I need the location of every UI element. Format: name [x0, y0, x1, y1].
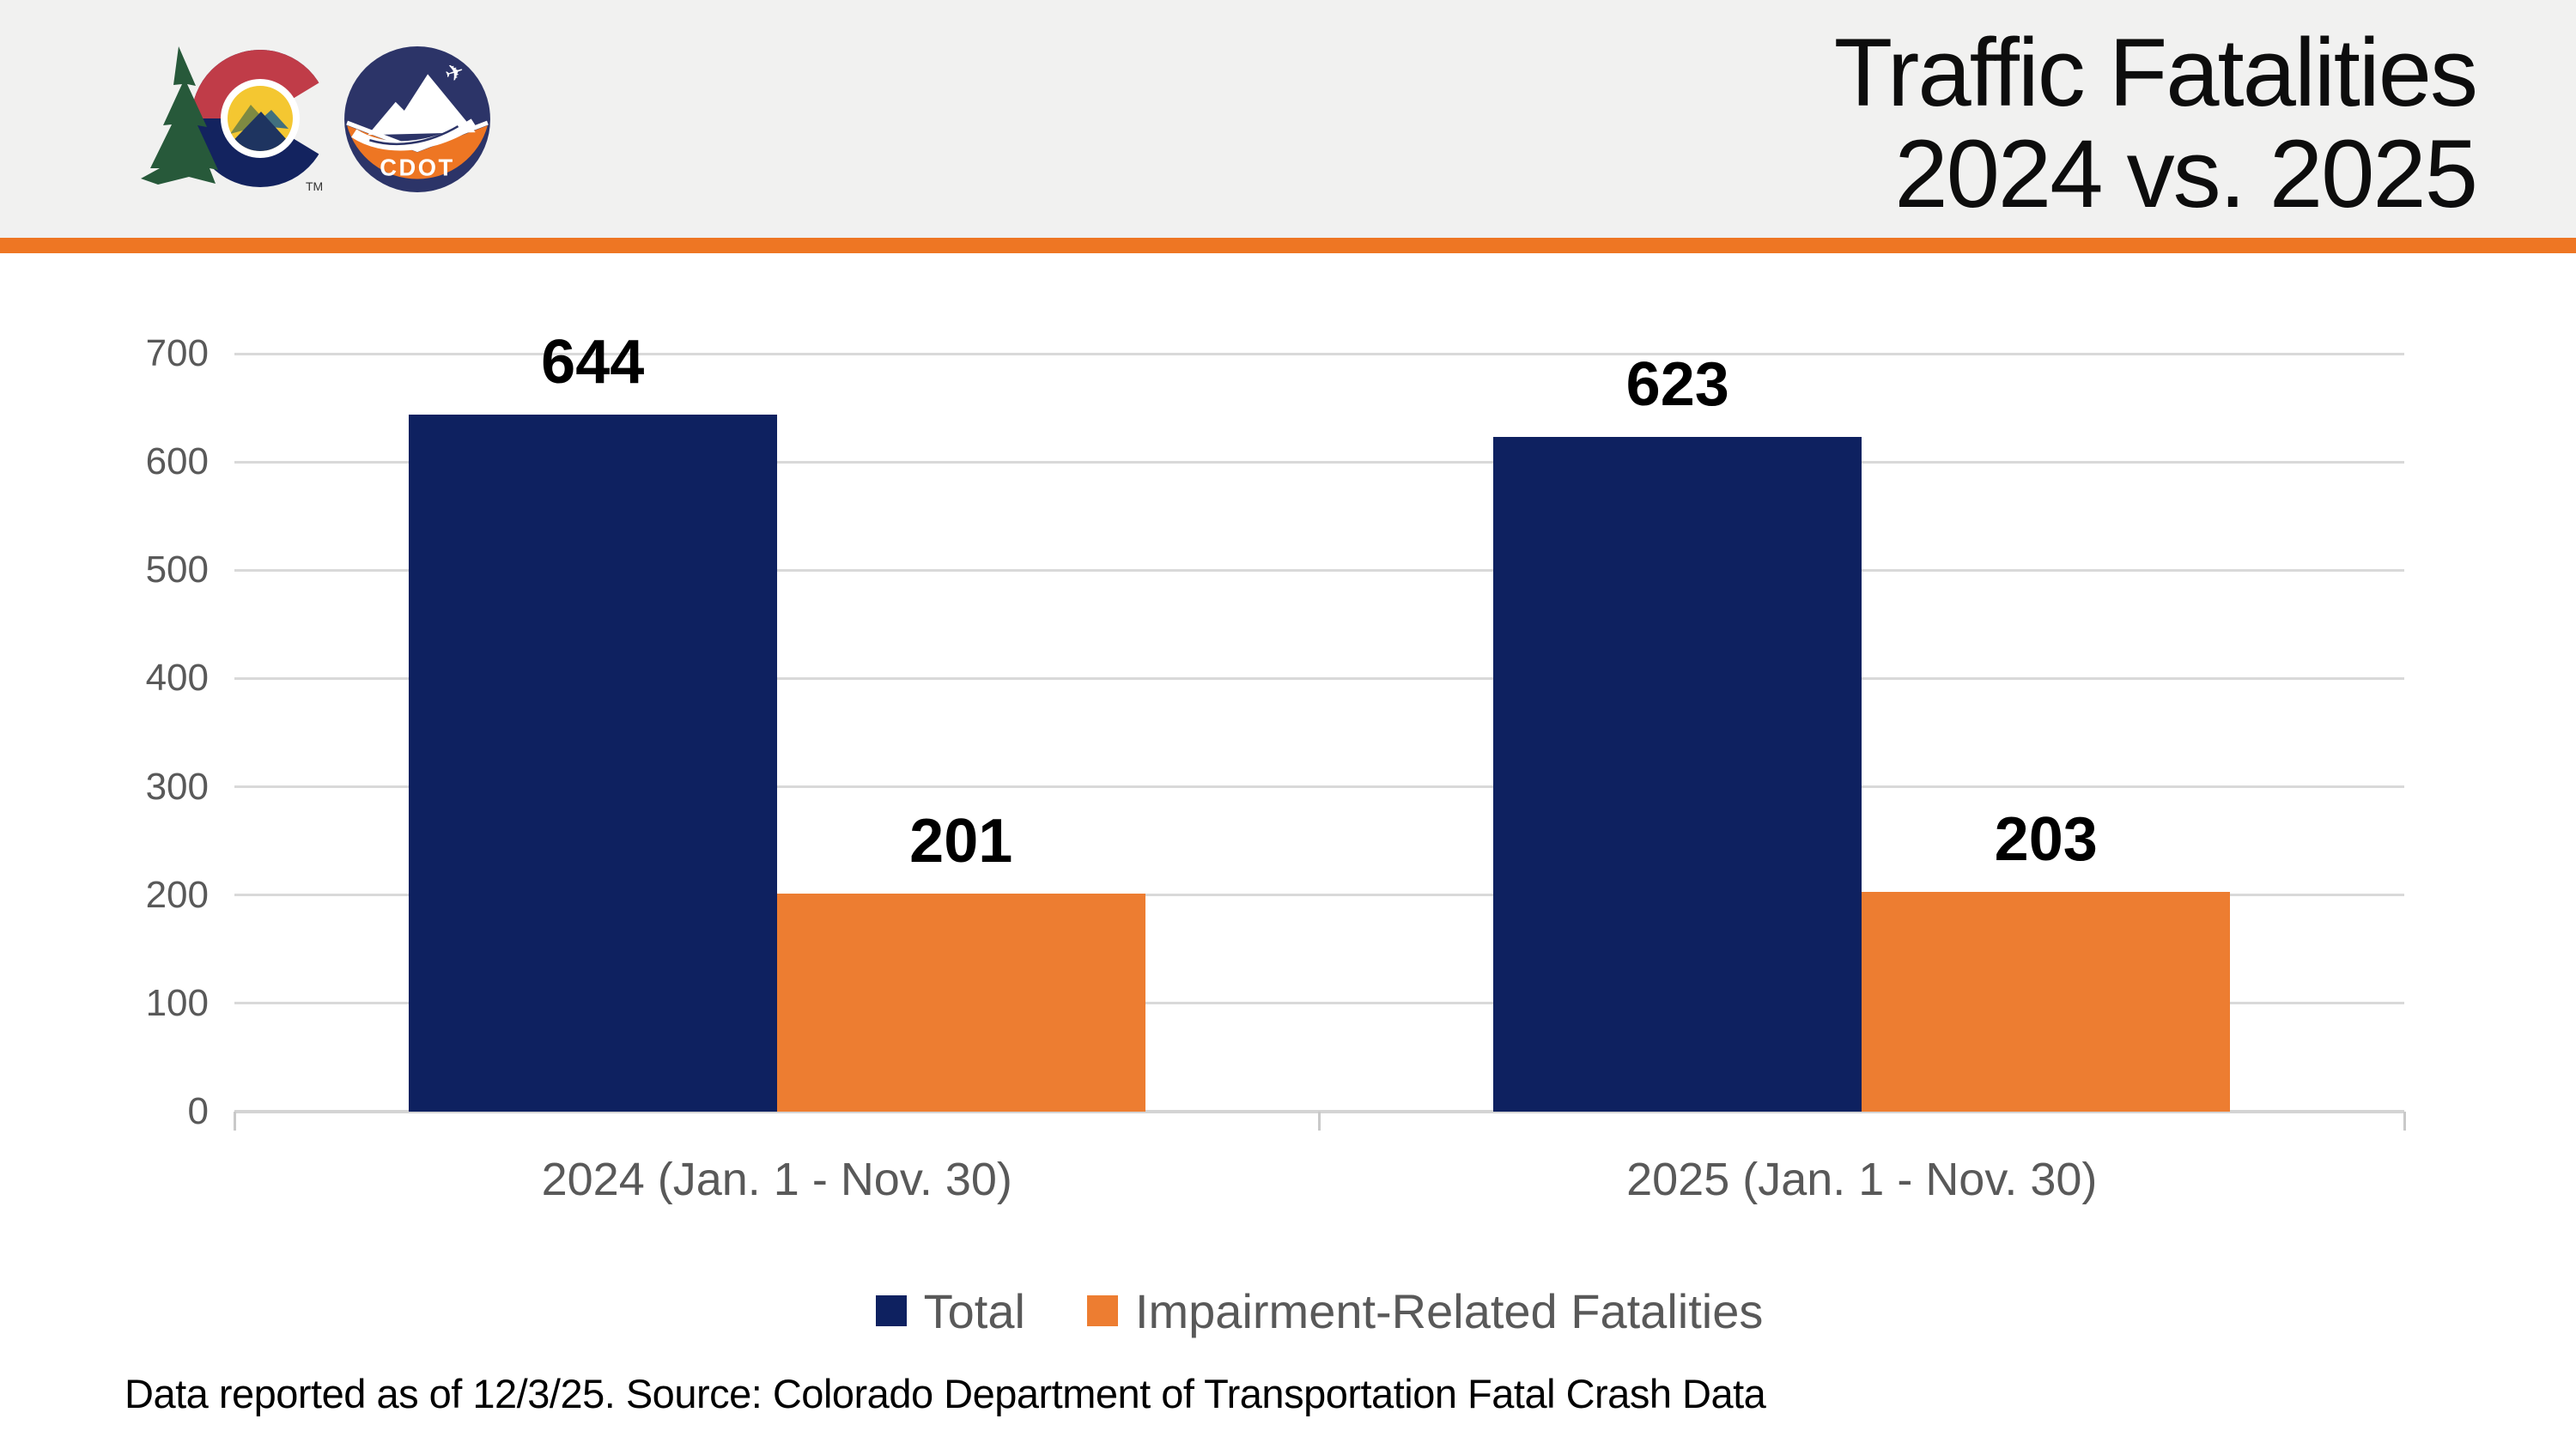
title-line-2: 2024 vs. 2025 — [1894, 120, 2478, 227]
data-label-impairment-related-fatalities-2025: 203 — [1994, 804, 2098, 874]
colorado-logo: TM — [141, 46, 354, 193]
y-axis-label: 400 — [145, 657, 209, 700]
bar-chart: 0 100 200 300 400 500 600 700 644 623 201 203 2024 (… — [0, 253, 2576, 1283]
colorado-c-icon — [191, 50, 354, 187]
gridline — [234, 568, 2404, 572]
legend-swatch-impairment-related-fatalities — [1086, 1295, 1118, 1326]
axis-tick — [1318, 1112, 1321, 1131]
cdot-orange-field — [347, 125, 488, 179]
axis-tick — [2403, 1112, 2406, 1131]
y-axis-label: 500 — [145, 549, 209, 591]
bar-total-2025 — [1493, 437, 1862, 1112]
axis-tick — [233, 1112, 236, 1131]
bar-total-2024 — [408, 414, 777, 1112]
data-label-total-2024: 644 — [541, 327, 645, 397]
y-axis-label: 600 — [145, 440, 209, 483]
y-axis-label: 100 — [145, 981, 209, 1024]
legend-item-total: Total — [875, 1283, 1025, 1339]
y-axis-label: 300 — [145, 765, 209, 808]
trademark-label: TM — [306, 179, 323, 193]
legend-item-impairment-related-fatalities: Impairment-Related Fatalities — [1086, 1283, 1764, 1339]
x-axis-label-2024: 2024 (Jan. 1 - Nov. 30) — [541, 1154, 1012, 1205]
x-axis-label-2025: 2025 (Jan. 1 - Nov. 30) — [1626, 1154, 2098, 1205]
legend-swatch-total — [875, 1295, 907, 1326]
y-axis-label: 200 — [145, 873, 209, 916]
legend-label-impairment-related-fatalities: Impairment-Related Fatalities — [1134, 1283, 1764, 1338]
page-title: Traffic Fatalities 2024 vs. 2025 — [1833, 19, 2478, 227]
data-label-total-2025: 623 — [1625, 350, 1729, 420]
pine-tree-icon — [141, 46, 218, 185]
bar-impairment-related-fatalities-2024 — [776, 894, 1145, 1112]
legend: Total Impairment-Related Fatalities — [234, 1281, 2404, 1341]
footer-note: Data reported as of 12/3/25. Source: Col… — [125, 1371, 1766, 1416]
gridline — [234, 1002, 2404, 1005]
legend-label-total: Total — [923, 1283, 1025, 1338]
cdot-logo: ✈ CDOT — [344, 46, 490, 192]
data-label-impairment-related-fatalities-2024: 201 — [909, 807, 1013, 876]
y-axis-label: 700 — [145, 332, 209, 374]
cdot-logo-label: CDOT — [380, 155, 454, 181]
gridline — [234, 894, 2404, 897]
y-axis-label: 0 — [187, 1090, 209, 1132]
mountains-icon — [228, 105, 293, 151]
gridline — [234, 785, 2404, 789]
mountain-icon — [368, 74, 476, 136]
bar-impairment-related-fatalities-2025 — [1862, 891, 2231, 1112]
title-line-1: Traffic Fatalities — [1833, 19, 2478, 126]
header: TM ✈ CDOT Traffic Fatalities 2024 vs. 20… — [0, 0, 2576, 238]
gridline — [234, 460, 2404, 464]
gridline — [234, 676, 2404, 680]
gridline — [234, 352, 2404, 355]
orange-divider — [0, 238, 2576, 253]
